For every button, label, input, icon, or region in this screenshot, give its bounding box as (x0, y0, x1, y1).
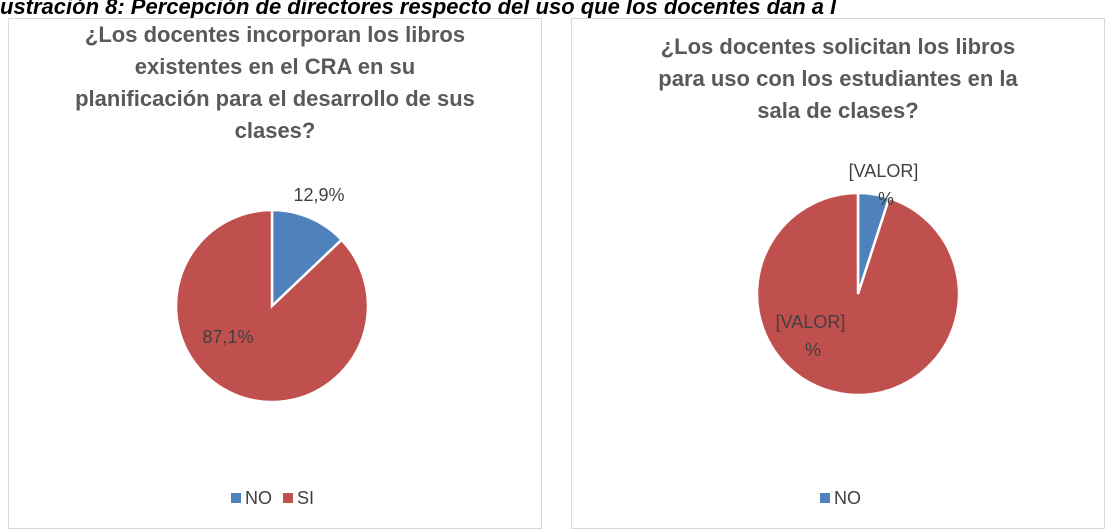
legend-label: NO (245, 488, 272, 508)
caption: ustración 8: Percepción de directores re… (0, 0, 837, 19)
chart: 12,9% 87,1% NO SI (174, 185, 370, 508)
legend-label: SI (297, 488, 314, 508)
data-label: [VALOR] % (776, 312, 851, 360)
pie-slice (174, 208, 370, 404)
data-label: [VALOR] % (849, 161, 924, 209)
pie-slice (755, 191, 961, 397)
chart: [VALOR] % [VALOR] % NO (755, 161, 961, 508)
pie-slice (270, 208, 344, 309)
legend-label: NO (834, 488, 861, 508)
legend-swatch (820, 493, 830, 503)
chart-box: ¿Los docentes incorporan los libros exis… (8, 18, 542, 529)
data-label: 87,1% (202, 327, 253, 347)
chart-box: ¿Los docentes solicitan los libros para … (571, 18, 1105, 529)
legend-swatch (231, 493, 241, 503)
data-label: 12,9% (293, 185, 344, 205)
chart-title: ¿Los docentes incorporan los libros exis… (75, 22, 475, 143)
chart-title: ¿Los docentes solicitan los libros para … (658, 34, 1018, 123)
legend-swatch (283, 493, 293, 503)
